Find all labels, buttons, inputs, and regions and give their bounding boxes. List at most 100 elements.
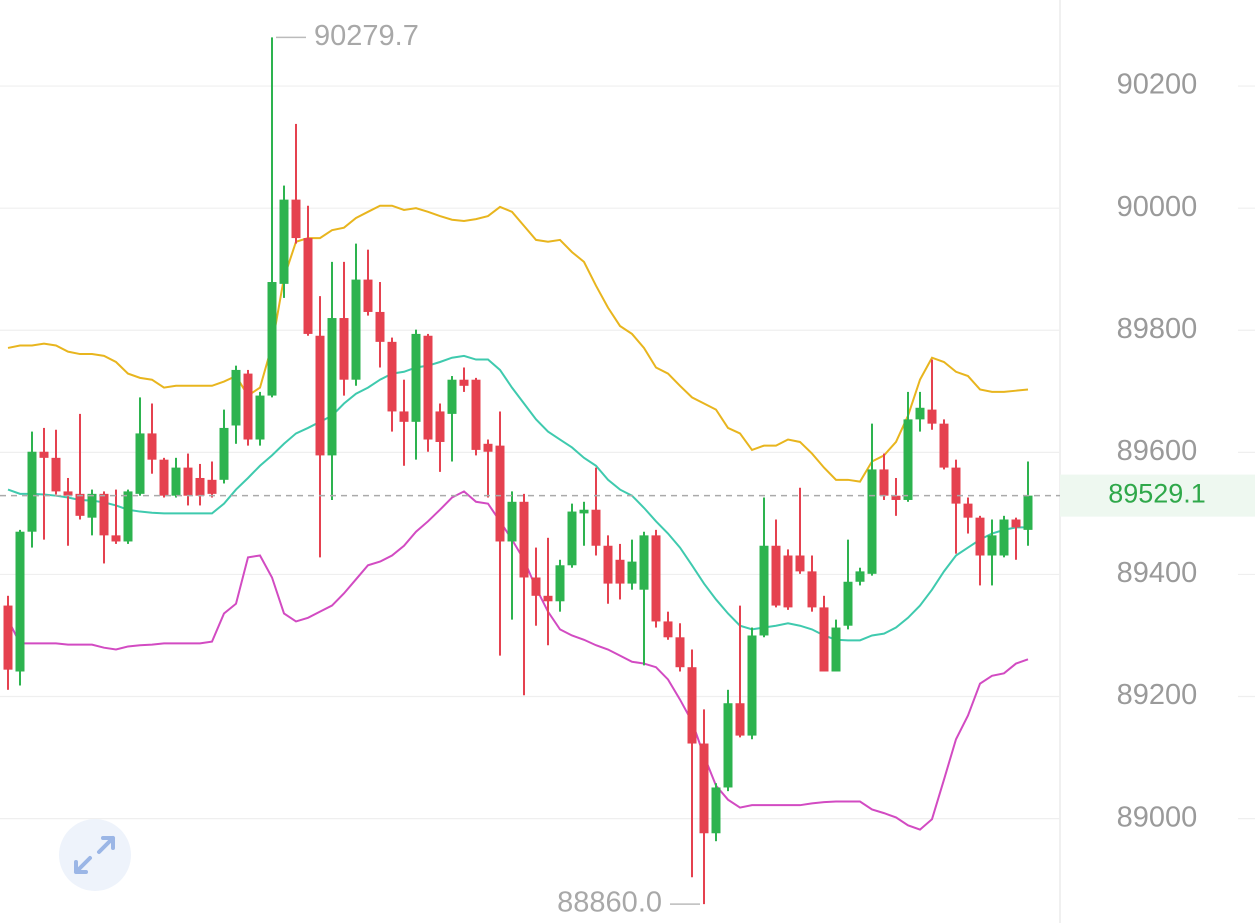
candle-body [399, 411, 409, 422]
candle-body [1023, 495, 1033, 530]
candle-body [519, 501, 529, 578]
candle-body [639, 535, 649, 590]
y-tick-label: 90000 [1117, 191, 1198, 223]
candle-body [579, 509, 589, 514]
candle-body [99, 493, 109, 536]
candle-body [555, 565, 565, 602]
candle-body [531, 577, 541, 596]
candle-body [675, 637, 685, 668]
candle-body [975, 517, 985, 556]
candle-body [411, 333, 421, 422]
candle-body [315, 335, 325, 456]
candle-body [171, 467, 181, 496]
candle-body [27, 451, 37, 532]
candle-body [987, 535, 997, 556]
candle-body [327, 318, 337, 456]
candle-body [63, 491, 73, 496]
band-line [7, 204, 1029, 483]
candle-body [15, 531, 25, 672]
candle-body [363, 279, 373, 312]
candle-body [795, 555, 805, 572]
candle-body [243, 373, 253, 440]
candle-body [663, 621, 673, 638]
band-line [7, 490, 1029, 831]
candle-body [615, 559, 625, 584]
candle-body [819, 607, 829, 672]
y-tick-label: 90200 [1117, 69, 1198, 101]
candle-body [183, 467, 193, 496]
candle-body [507, 501, 517, 542]
y-tick-label: 89000 [1117, 801, 1198, 833]
candle-body [939, 423, 949, 468]
candle-body [255, 395, 265, 440]
candle-body [447, 379, 457, 414]
candle-body [999, 519, 1009, 556]
y-tick-label: 89800 [1117, 313, 1198, 345]
candle-body [915, 407, 925, 420]
candle-body [771, 545, 781, 606]
candle-body [279, 199, 289, 284]
candle-body [963, 503, 973, 518]
candle-body [111, 535, 121, 542]
candle-body [291, 199, 301, 239]
candle-body [711, 787, 721, 834]
expand-button[interactable] [59, 819, 131, 891]
candle-body [339, 318, 349, 380]
candle-body [483, 443, 493, 452]
candle-body [375, 311, 385, 342]
candle-body [783, 555, 793, 608]
y-tick-label: 89200 [1117, 679, 1198, 711]
candle-body [927, 409, 937, 424]
candle-body [123, 491, 133, 542]
y-tick-label: 89600 [1117, 435, 1198, 467]
candle-body [75, 493, 85, 516]
candle-body [351, 279, 361, 380]
candle-body [603, 545, 613, 584]
y-tick-label: 89400 [1117, 557, 1198, 589]
candle-body [843, 581, 853, 626]
high-label: 90279.7 [314, 20, 419, 52]
candle-body [747, 635, 757, 736]
candle-body [387, 341, 397, 412]
candle-body [231, 369, 241, 426]
candle-body [567, 511, 577, 566]
last-price-label: 89529.1 [1108, 479, 1206, 509]
candle-body [951, 467, 961, 504]
candle-body [831, 627, 841, 672]
candle-body [627, 561, 637, 584]
candle-body [687, 667, 697, 744]
candle-body [759, 545, 769, 636]
candle-body [903, 419, 913, 500]
candle-body [543, 595, 553, 602]
candle-body [723, 703, 733, 788]
candle-body [39, 451, 49, 458]
candle-body [699, 743, 709, 834]
candle-body [807, 571, 817, 608]
candle-body [3, 605, 13, 670]
candle-body [159, 459, 169, 496]
candle-body [147, 433, 157, 460]
candle-body [855, 571, 865, 582]
candle-body [303, 238, 313, 334]
candle-body [891, 495, 901, 500]
candle-body [591, 509, 601, 546]
last-price-box [1060, 474, 1255, 517]
candle-body [471, 379, 481, 450]
candle-body [267, 282, 277, 396]
candle-body [135, 433, 145, 494]
candle-body [51, 457, 61, 492]
candle-body [459, 379, 469, 386]
candle-body [435, 411, 445, 442]
candle-body [651, 535, 661, 622]
candle-body [219, 427, 229, 480]
candle-body [1011, 519, 1021, 528]
candle-body [735, 703, 745, 736]
low-label: 88860.0 [557, 887, 662, 919]
candle-body [195, 477, 205, 496]
candle-body [207, 479, 217, 494]
candle-body [423, 335, 433, 440]
band-line [7, 354, 1028, 642]
candle-body [867, 469, 877, 574]
